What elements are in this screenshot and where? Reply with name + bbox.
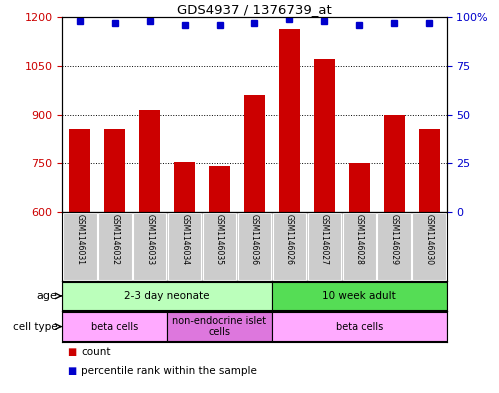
- Bar: [69, 129, 90, 212]
- Text: ■: ■: [67, 347, 77, 357]
- Bar: [377, 213, 411, 280]
- Text: GSM1146035: GSM1146035: [215, 214, 224, 265]
- Bar: [349, 163, 370, 212]
- Text: GSM1146028: GSM1146028: [355, 214, 364, 265]
- Text: beta cells: beta cells: [91, 321, 138, 332]
- Bar: [238, 213, 271, 280]
- Text: 10 week adult: 10 week adult: [322, 291, 396, 301]
- Bar: [167, 312, 272, 341]
- Text: 2-3 day neonate: 2-3 day neonate: [124, 291, 210, 301]
- Bar: [104, 129, 125, 212]
- Title: GDS4937 / 1376739_at: GDS4937 / 1376739_at: [177, 3, 332, 16]
- Bar: [139, 110, 160, 212]
- Bar: [133, 213, 167, 280]
- Bar: [168, 213, 202, 280]
- Bar: [63, 213, 97, 280]
- Bar: [384, 114, 405, 212]
- Bar: [98, 213, 132, 280]
- Text: GSM1146027: GSM1146027: [320, 214, 329, 265]
- Bar: [62, 312, 167, 341]
- Bar: [314, 59, 335, 212]
- Text: non-endocrine islet
cells: non-endocrine islet cells: [173, 316, 266, 337]
- Bar: [203, 213, 237, 280]
- Text: GSM1146033: GSM1146033: [145, 214, 154, 265]
- Text: GSM1146036: GSM1146036: [250, 214, 259, 265]
- Text: cell type: cell type: [13, 321, 57, 332]
- Text: beta cells: beta cells: [336, 321, 383, 332]
- Bar: [272, 213, 306, 280]
- Text: percentile rank within the sample: percentile rank within the sample: [81, 365, 257, 376]
- Bar: [62, 282, 272, 310]
- Bar: [272, 282, 447, 310]
- Bar: [279, 29, 300, 212]
- Text: GSM1146034: GSM1146034: [180, 214, 189, 265]
- Text: GSM1146031: GSM1146031: [75, 214, 84, 265]
- Text: age: age: [36, 291, 57, 301]
- Bar: [272, 312, 447, 341]
- Bar: [342, 213, 376, 280]
- Text: GSM1146030: GSM1146030: [425, 214, 434, 265]
- Bar: [307, 213, 341, 280]
- Bar: [174, 162, 195, 212]
- Bar: [209, 166, 230, 212]
- Bar: [419, 129, 440, 212]
- Text: ■: ■: [67, 365, 77, 376]
- Text: GSM1146026: GSM1146026: [285, 214, 294, 265]
- Text: GSM1146032: GSM1146032: [110, 214, 119, 265]
- Bar: [412, 213, 446, 280]
- Text: count: count: [81, 347, 111, 357]
- Text: GSM1146029: GSM1146029: [390, 214, 399, 265]
- Bar: [244, 95, 265, 212]
